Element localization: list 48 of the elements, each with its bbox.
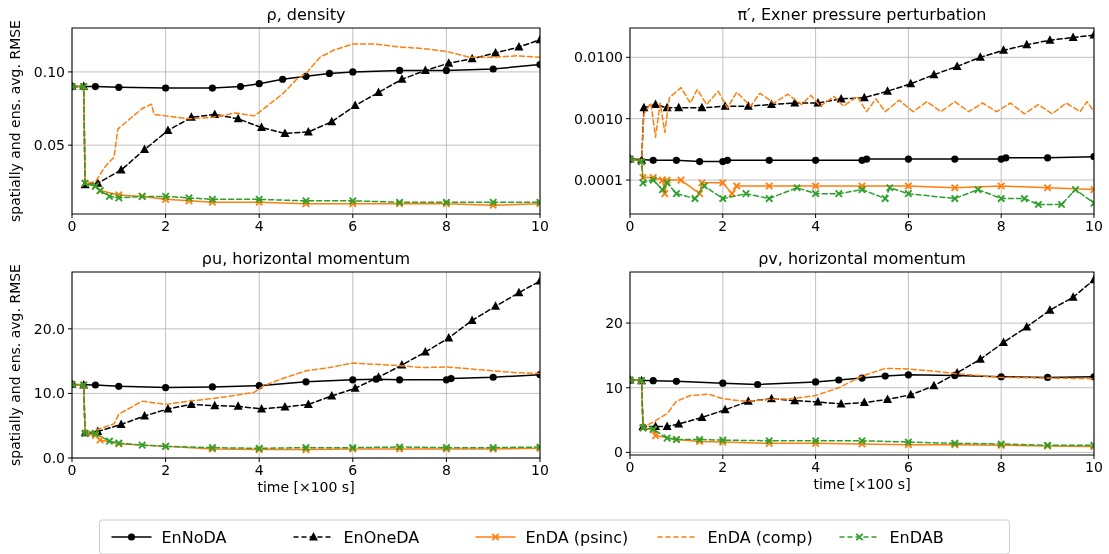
x-axis-title: time [×100 s]	[257, 479, 355, 495]
legend-label: EnOneDA	[343, 527, 420, 547]
legend-label: EnNoDA	[161, 527, 227, 547]
x-tick-label: 8	[996, 459, 1006, 475]
x-tick-label: 2	[718, 218, 728, 234]
chart-title: ρv, horizontal momentum	[758, 249, 966, 268]
y-tick-label: 0.10	[33, 63, 65, 80]
x-tick-label: 2	[161, 462, 171, 478]
x-tick-label: 10	[531, 218, 549, 234]
chart-title: ρ, density	[266, 5, 346, 24]
x-tick-label: 8	[441, 218, 451, 234]
y-axis-title: spatially and ens. avg. RMSE	[7, 264, 23, 466]
x-tick-label: 0	[67, 462, 77, 478]
y-tick-label: 0.0010	[574, 110, 623, 127]
x-tick-label: 8	[441, 462, 451, 478]
x-tick-label: 4	[254, 462, 264, 478]
y-tick-label: 0.05	[33, 137, 65, 154]
x-tick-label: 0	[625, 459, 635, 475]
y-tick-label: 20.0	[33, 320, 65, 337]
x-tick-label: 0	[67, 218, 77, 234]
x-tick-label: 8	[996, 218, 1006, 234]
y-tick-label: 10.0	[33, 385, 65, 402]
legend-label: EnDAB	[889, 527, 944, 547]
x-tick-label: 4	[811, 218, 821, 234]
y-tick-label: 20	[605, 314, 623, 331]
x-tick-label: 6	[348, 218, 358, 234]
x-tick-label: 10	[1085, 218, 1103, 234]
legend-label: EnDA (psinc)	[525, 527, 629, 547]
legend-label: EnDA (comp)	[707, 527, 813, 547]
chart-title: π′, Exner pressure perturbation	[737, 5, 987, 24]
x-tick-label: 10	[1085, 459, 1103, 475]
x-axis-title: time [×100 s]	[813, 476, 911, 492]
x-tick-label: 4	[254, 218, 264, 234]
x-tick-label: 10	[531, 462, 549, 478]
x-tick-label: 2	[718, 459, 728, 475]
x-tick-label: 0	[625, 218, 635, 234]
y-tick-label: 0.0	[42, 449, 65, 466]
x-tick-label: 6	[348, 462, 358, 478]
x-tick-label: 4	[811, 459, 821, 475]
y-tick-label: 0.0001	[574, 171, 623, 188]
y-tick-label: 0.0100	[574, 49, 623, 66]
y-tick-label: 10	[605, 379, 623, 396]
x-tick-label: 2	[161, 218, 171, 234]
chart-title: ρu, horizontal momentum	[201, 249, 411, 268]
x-tick-label: 6	[903, 218, 913, 234]
y-axis-title: spatially and ens. avg. RMSE	[7, 20, 23, 222]
y-tick-label: 0	[614, 444, 623, 461]
x-tick-label: 6	[903, 459, 913, 475]
